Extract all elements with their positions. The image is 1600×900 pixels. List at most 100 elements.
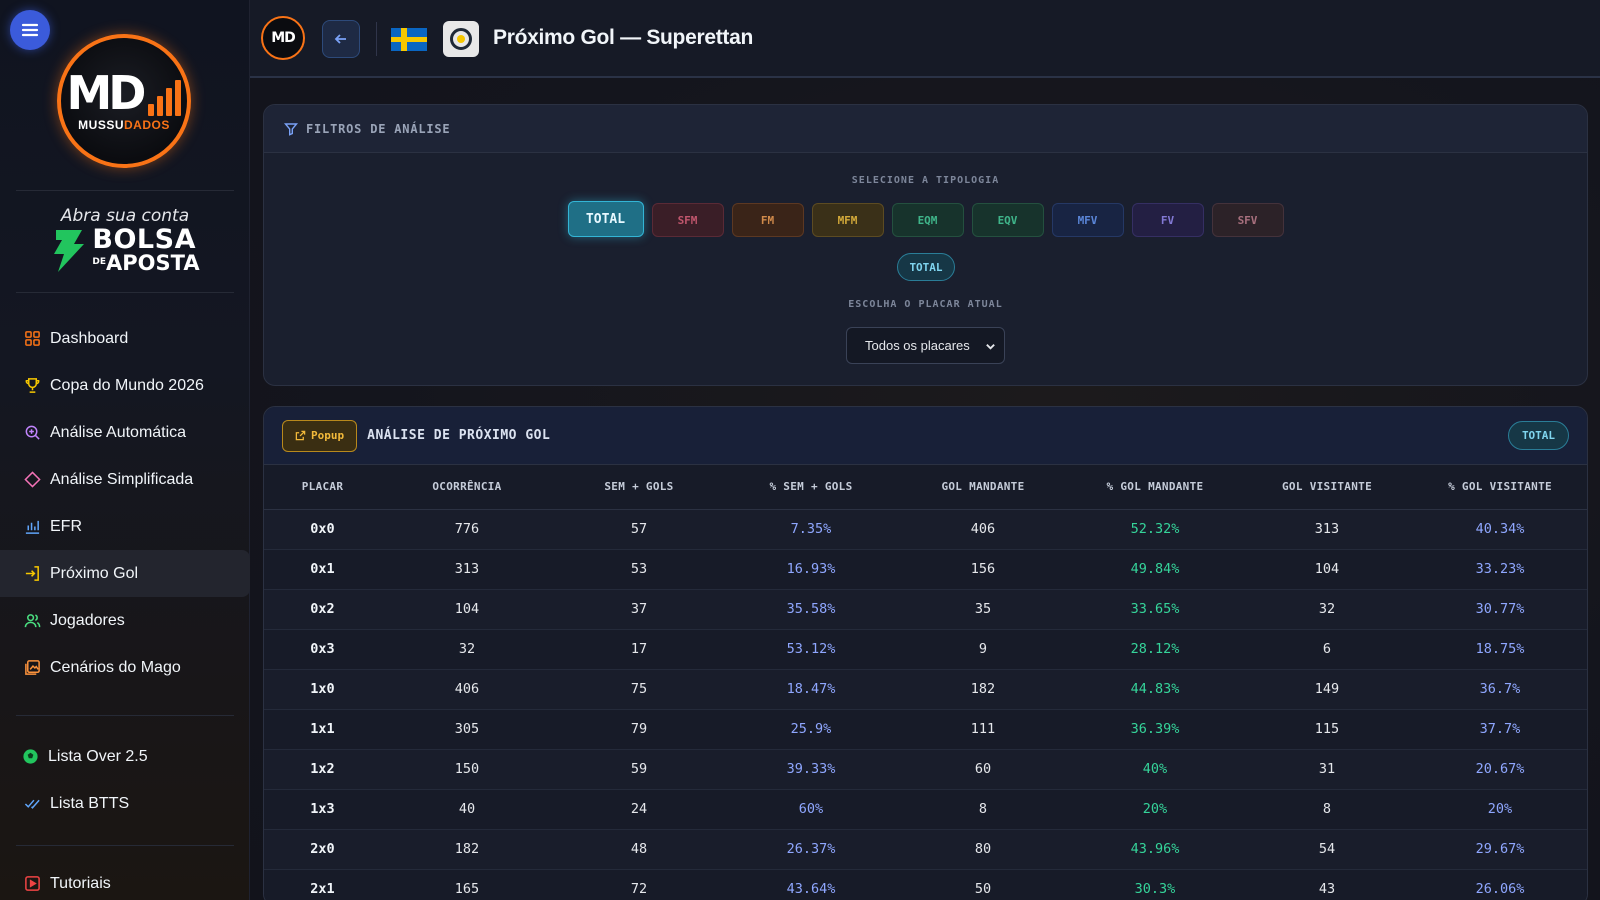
table-cell: 0x1 <box>264 549 381 590</box>
nav-item-cenarios-do-mago[interactable]: Cenários do Mago <box>0 644 250 691</box>
typology-button-total[interactable]: TOTAL <box>567 201 644 237</box>
column-header: % GOL VISITANTE <box>1413 465 1587 510</box>
nav-label: Cenários do Mago <box>50 658 181 676</box>
nav-item-jogadores[interactable]: Jogadores <box>0 597 250 644</box>
table-cell: 149 <box>1241 669 1413 710</box>
typology-button-sfm[interactable]: SFM <box>651 203 724 237</box>
divider <box>16 190 234 191</box>
table-cell: 406 <box>381 669 553 710</box>
menu-toggle-button[interactable] <box>10 10 50 50</box>
promo-banner[interactable]: Abra sua conta BOLSA DEAPOSTA <box>0 206 250 274</box>
table-cell: 72 <box>553 869 725 900</box>
typology-button-sfv[interactable]: SFV <box>1211 203 1284 237</box>
table-cell: 1x0 <box>264 669 381 710</box>
extra-nav: Tutoriais <box>0 860 250 900</box>
divider <box>16 715 234 716</box>
table-cell: 30.77% <box>1413 589 1587 630</box>
divider <box>376 22 377 56</box>
table-cell: 1x1 <box>264 709 381 750</box>
nav-item-dashboard[interactable]: Dashboard <box>0 315 250 362</box>
table-cell: 49.84% <box>1069 549 1241 590</box>
table-row: 1x1 305 79 25.9% 111 36.39% 115 37.7% <box>264 709 1587 750</box>
table-cell: 75 <box>553 669 725 710</box>
table-cell: 20% <box>1069 789 1241 830</box>
lists-nav: Lista Over 2.5 Lista BTTS <box>0 733 250 827</box>
table-cell: 2x1 <box>264 869 381 900</box>
table-cell: 26.37% <box>725 829 897 870</box>
table-cell: 7.35% <box>725 509 897 550</box>
nav-item-lista-over[interactable]: Lista Over 2.5 <box>0 733 250 780</box>
table-cell: 36.7% <box>1413 669 1587 710</box>
divider <box>16 845 234 846</box>
table-row: 1x2 150 59 39.33% 60 40% 31 20.67% <box>264 749 1587 790</box>
nav-item-tutoriais[interactable]: Tutoriais <box>0 860 250 900</box>
table-cell: 35 <box>897 589 1069 630</box>
column-header: GOL VISITANTE <box>1241 465 1413 510</box>
table-cell: 165 <box>381 869 553 900</box>
filters-panel: FILTROS DE ANÁLISE SELECIONE A TIPOLOGIA… <box>263 104 1588 386</box>
popup-button[interactable]: Popup <box>282 419 358 452</box>
table-cell: 115 <box>1241 709 1413 750</box>
promo-tagline: Abra sua conta <box>60 206 190 226</box>
table-cell: 31 <box>1241 749 1413 790</box>
table-cell: 32 <box>381 629 553 670</box>
nav-item-efr[interactable]: EFR <box>0 503 250 550</box>
nav-item-analise-automatica[interactable]: Análise Automática <box>0 409 250 456</box>
typology-button-eqv[interactable]: EQV <box>971 203 1044 237</box>
nav-item-copa-do-mundo[interactable]: Copa do Mundo 2026 <box>0 362 250 409</box>
table-cell: 182 <box>381 829 553 870</box>
chart-bars-icon <box>148 80 182 116</box>
table-cell: 0x2 <box>264 589 381 630</box>
table-cell: 26.06% <box>1413 869 1587 900</box>
nav-label: Dashboard <box>50 329 129 347</box>
score-select[interactable]: Todos os placares <box>846 327 1005 364</box>
trophy-icon <box>25 378 40 393</box>
table-cell: 8 <box>897 789 1069 830</box>
table-cell: 24 <box>553 789 725 830</box>
nav-item-proximo-gol[interactable]: Próximo Gol <box>0 550 250 597</box>
table-cell: 111 <box>897 709 1069 750</box>
table-cell: 48 <box>553 829 725 870</box>
table-cell: 40 <box>381 789 553 830</box>
table-cell: 30.3% <box>1069 869 1241 900</box>
table-cell: 406 <box>897 509 1069 550</box>
table-cell: 2x0 <box>264 829 381 870</box>
table-cell: 57 <box>553 509 725 550</box>
mini-brand-logo[interactable]: MD <box>261 16 305 60</box>
chevron-down-icon <box>986 344 995 350</box>
table-row: 1x3 40 24 60% 8 20% 8 20% <box>264 789 1587 830</box>
column-header: % SEM + GOLS <box>725 465 897 510</box>
table-cell: 313 <box>1241 509 1413 550</box>
typology-button-fm[interactable]: FM <box>731 203 804 237</box>
table-cell: 53 <box>553 549 725 590</box>
nav-label: Análise Simplificada <box>50 470 194 488</box>
table-cell: 60 <box>897 749 1069 790</box>
table-cell: 52.32% <box>1069 509 1241 550</box>
table-cell: 35.58% <box>725 589 897 630</box>
table-cell: 28.12% <box>1069 629 1241 670</box>
brand-mark: MD <box>66 66 147 120</box>
table-cell: 37.7% <box>1413 709 1587 750</box>
users-icon <box>24 614 41 628</box>
table-cell: 17 <box>553 629 725 670</box>
back-button[interactable] <box>322 20 360 58</box>
table-cell: 776 <box>381 509 553 550</box>
nav-label: Tutoriais <box>50 874 111 892</box>
table-row: 2x1 165 72 43.64% 50 30.3% 43 26.06% <box>264 869 1587 900</box>
nav-item-lista-btts[interactable]: Lista BTTS <box>0 780 250 827</box>
brand-logo[interactable]: MD MUSSUDADOS <box>57 34 191 168</box>
table-row: 1x0 406 75 18.47% 182 44.83% 149 36.7% <box>264 669 1587 710</box>
typology-button-fv[interactable]: FV <box>1131 203 1204 237</box>
typology-button-mfv[interactable]: MFV <box>1051 203 1124 237</box>
grid-icon <box>25 331 40 346</box>
typology-button-mfm[interactable]: MFM <box>811 203 884 237</box>
next-goal-table: PLACAR OCORRÊNCIA SEM + GOLS% SEM + GOLS GO… <box>264 465 1587 900</box>
table-row: 0x2 104 37 35.58% 35 33.65% 32 30.77% <box>264 589 1587 630</box>
score-label: ESCOLHA O PLACAR ATUAL <box>848 299 1003 310</box>
results-panel: Popup ANÁLISE DE PRÓXIMO GOL TOTAL PLACA… <box>263 406 1588 900</box>
nav-item-analise-simplificada[interactable]: Análise Simplificada <box>0 456 250 503</box>
table-cell: 29.67% <box>1413 829 1587 870</box>
promo-brand-big: BOLSA <box>92 223 196 255</box>
table-cell: 20% <box>1413 789 1587 830</box>
typology-button-eqm[interactable]: EQM <box>891 203 964 237</box>
